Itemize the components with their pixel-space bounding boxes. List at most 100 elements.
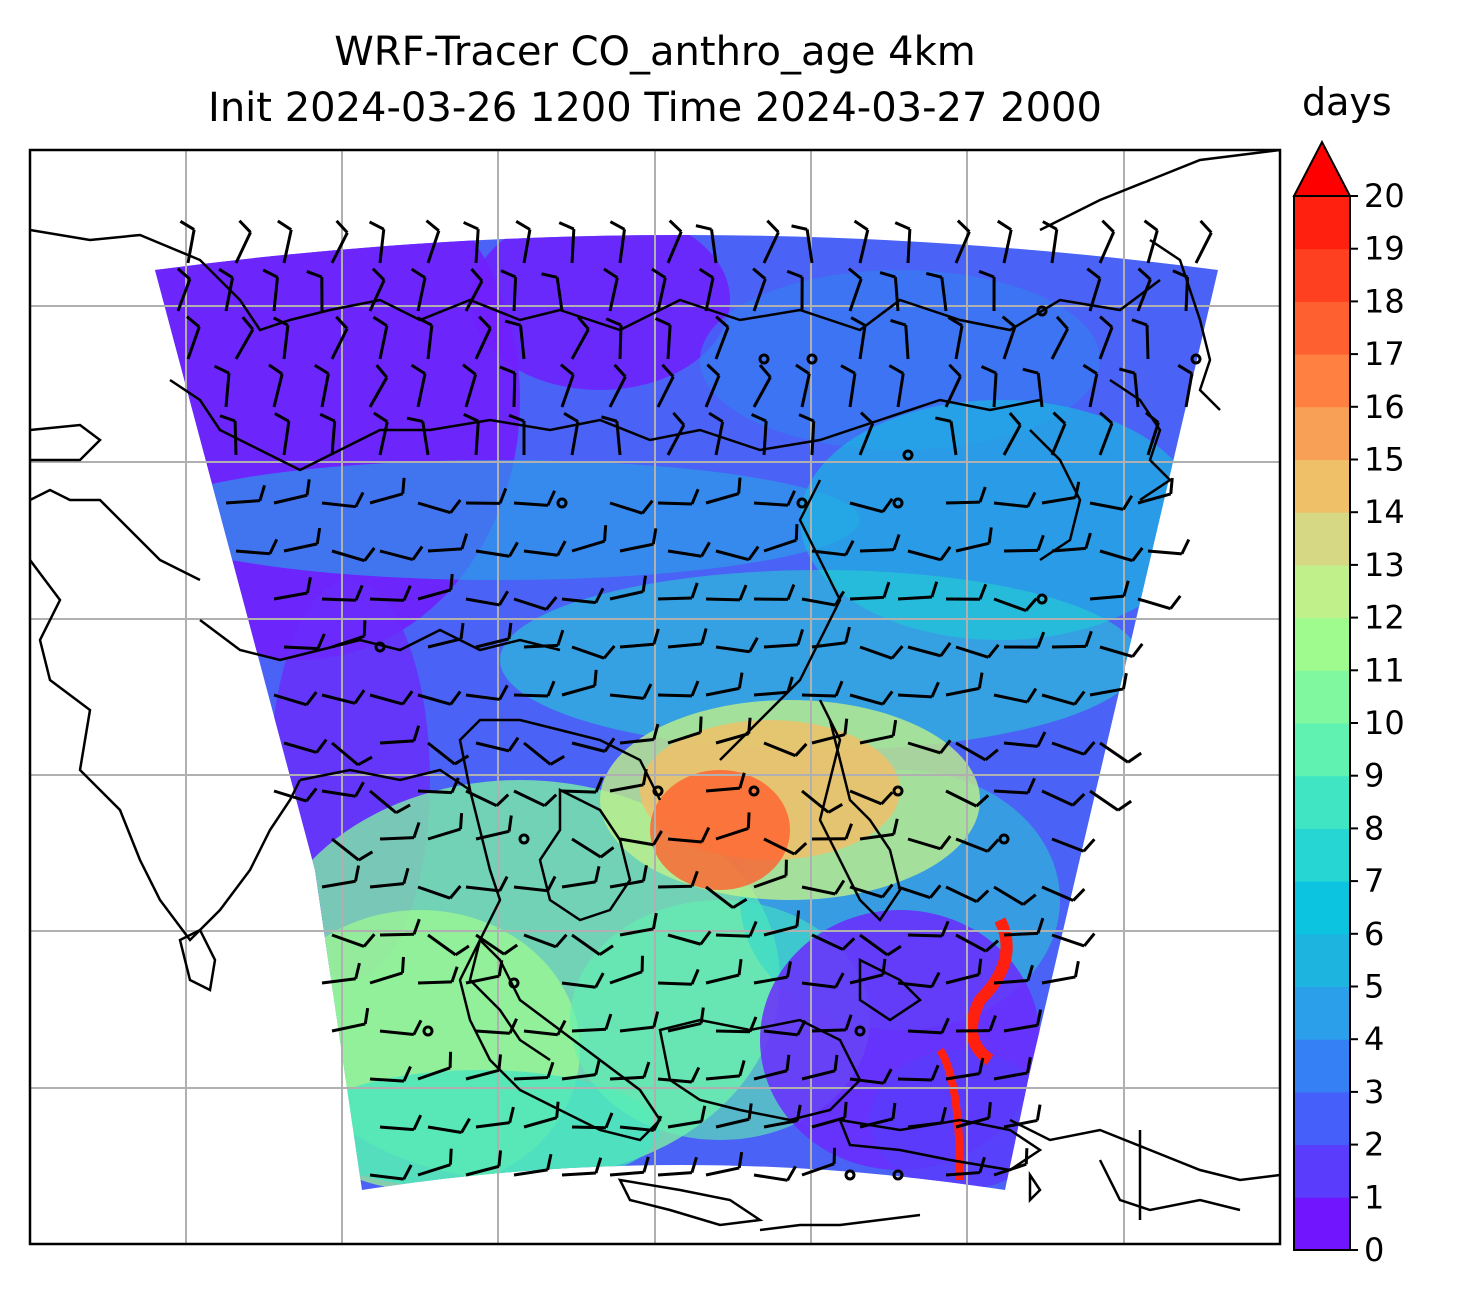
wind-barb bbox=[465, 789, 510, 808]
wind-barb bbox=[705, 1151, 744, 1177]
wind-barb bbox=[1137, 594, 1182, 611]
wind-barb bbox=[427, 622, 465, 649]
wind-barb bbox=[465, 875, 509, 893]
wind-barb bbox=[1082, 363, 1099, 408]
calm-wind-marker bbox=[902, 449, 914, 461]
colorbar-segment bbox=[1294, 196, 1350, 250]
wind-barb bbox=[715, 812, 751, 841]
wind-barb bbox=[945, 885, 990, 903]
wind-barb bbox=[475, 933, 519, 956]
wind-barb bbox=[427, 533, 469, 553]
wind-barb bbox=[894, 221, 912, 264]
wind-barb bbox=[406, 416, 430, 456]
wind-barb bbox=[379, 1019, 423, 1037]
wind-barb bbox=[1172, 269, 1190, 312]
wind-barb bbox=[609, 683, 653, 700]
wind-barb bbox=[811, 718, 849, 745]
wind-barb bbox=[513, 1153, 553, 1177]
colorbar-segment bbox=[1294, 617, 1350, 671]
wind-barb bbox=[945, 789, 990, 808]
colorbar-tick-label: 19 bbox=[1364, 230, 1405, 268]
wind-barb bbox=[561, 1157, 603, 1177]
wind-barb bbox=[849, 690, 894, 706]
wind-barb bbox=[609, 1156, 650, 1177]
wind-barb bbox=[763, 837, 808, 856]
wind-barb bbox=[897, 681, 940, 699]
wind-barb bbox=[608, 363, 627, 408]
colorbar-segment bbox=[1294, 1091, 1350, 1146]
wind-barb bbox=[801, 789, 844, 814]
wind-barb bbox=[811, 540, 855, 557]
calm-wind-marker bbox=[892, 497, 904, 509]
wind-barb bbox=[753, 676, 794, 697]
wind-barb bbox=[993, 491, 1037, 509]
wind-barb bbox=[561, 972, 605, 989]
wind-barb bbox=[955, 741, 999, 762]
wind-barb bbox=[811, 823, 853, 841]
wind-barb bbox=[715, 1103, 753, 1129]
wind-barb bbox=[753, 583, 796, 601]
wind-barb bbox=[571, 837, 615, 859]
wind-barb bbox=[475, 736, 520, 753]
map-frame bbox=[28, 148, 1282, 1246]
wind-barb bbox=[849, 581, 891, 601]
wind-barb bbox=[753, 490, 796, 507]
colorbar-tick-label: 3 bbox=[1364, 1073, 1384, 1111]
wind-barb bbox=[859, 645, 904, 660]
wind-barb bbox=[541, 272, 564, 312]
wind-barb bbox=[753, 1054, 791, 1081]
wind-barb bbox=[859, 534, 901, 553]
wind-barb bbox=[523, 741, 566, 766]
wind-barb bbox=[859, 719, 898, 745]
wind-barb bbox=[955, 527, 993, 553]
colorbar-segment bbox=[1294, 775, 1350, 829]
wind-barb bbox=[705, 477, 742, 505]
wind-barb bbox=[1003, 534, 1045, 553]
colorbar-segment bbox=[1294, 828, 1350, 882]
wind-barb bbox=[752, 364, 772, 408]
wind-barb bbox=[1003, 917, 1045, 937]
wind-barb bbox=[715, 637, 759, 654]
wind-barb bbox=[427, 813, 464, 841]
wind-barb bbox=[213, 364, 231, 408]
wind-barb bbox=[752, 267, 767, 312]
wind-barb bbox=[500, 269, 518, 312]
wind-barb bbox=[262, 268, 279, 312]
wind-barb bbox=[417, 777, 460, 795]
wind-barb bbox=[225, 484, 266, 505]
colorbar-segment bbox=[1294, 354, 1350, 408]
wind-barb bbox=[330, 315, 349, 360]
colorbar-tick-label: 14 bbox=[1364, 493, 1405, 531]
colorbar-segment bbox=[1294, 933, 1350, 987]
wind-barb bbox=[306, 270, 324, 312]
wind-barb bbox=[465, 1054, 503, 1081]
wind-barb bbox=[945, 958, 983, 985]
colorbar-tick-label: 5 bbox=[1364, 968, 1384, 1006]
wind-barb bbox=[996, 219, 1013, 264]
wind-barb bbox=[657, 1066, 701, 1084]
wind-barb bbox=[330, 219, 349, 264]
wind-barb bbox=[945, 583, 988, 601]
wind-barb bbox=[763, 910, 801, 937]
wind-barb bbox=[417, 499, 462, 515]
wind-barb bbox=[475, 622, 513, 649]
wind-barb bbox=[1099, 547, 1144, 563]
map-gridlines bbox=[30, 150, 1280, 1244]
calm-wind-marker bbox=[652, 785, 664, 797]
wind-barb bbox=[811, 626, 851, 649]
wind-barb bbox=[369, 867, 410, 889]
wind-barb bbox=[762, 219, 780, 264]
wind-barb bbox=[219, 414, 238, 456]
colorbar-tick-label: 9 bbox=[1364, 757, 1384, 795]
wind-barb bbox=[331, 547, 376, 563]
colorbar-tick-label: 20 bbox=[1364, 177, 1405, 215]
wind-barb bbox=[369, 1164, 413, 1181]
wind-barb bbox=[475, 1106, 515, 1129]
wind-barb bbox=[993, 1148, 1029, 1177]
wind-barb bbox=[369, 789, 411, 815]
wind-barb bbox=[763, 1104, 802, 1129]
wind-barb bbox=[369, 477, 406, 505]
wind-barb bbox=[523, 1019, 567, 1037]
